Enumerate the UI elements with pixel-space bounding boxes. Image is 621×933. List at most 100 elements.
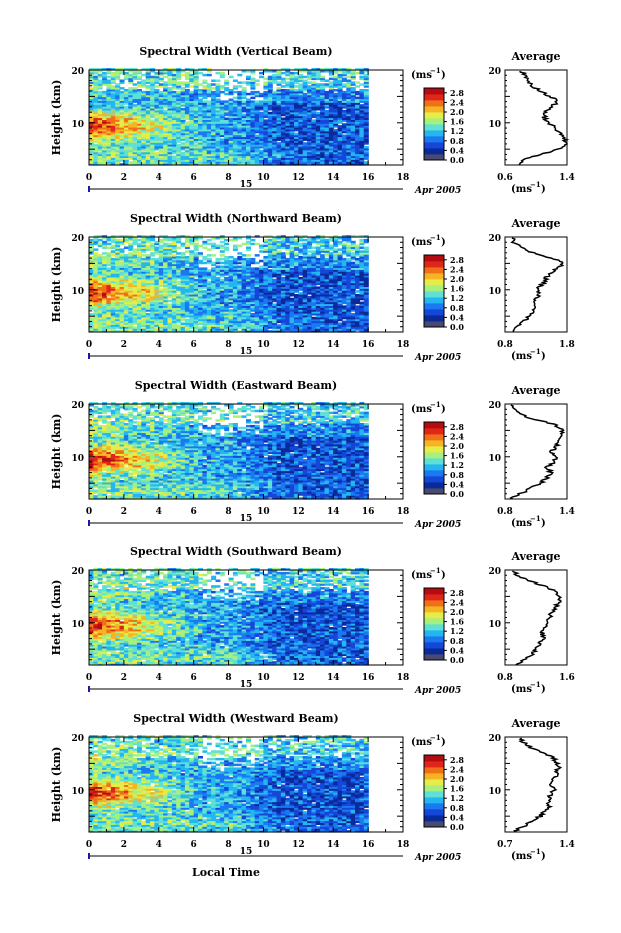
heatmap-cell [316,112,321,115]
heatmap-cell [294,85,299,88]
heatmap-cell [325,110,330,113]
heatmap-cell [159,288,164,291]
heatmap-cell [137,89,142,92]
heatmap-cell [124,254,129,257]
heatmap-cell [250,97,255,100]
heatmap-cell [211,91,216,94]
heatmap-cell [237,266,242,269]
heatmap-cell [211,262,216,265]
heatmap-cell [154,89,159,92]
heatmap-cell [355,72,360,75]
heatmap-cell [250,313,255,316]
heatmap-cell [298,74,303,77]
heatmap-cell [207,74,212,77]
average-title: Average [510,50,560,63]
colorbar-tick-label: 0.0 [450,155,464,165]
heatmap-cell [242,254,247,257]
heatmap-cell [207,269,212,272]
heatmap-cell [120,91,125,94]
heatmap-cell [124,106,129,109]
heatmap-cell [120,248,125,251]
colorbar-swatch [424,118,444,124]
heatmap-cell [198,252,203,255]
heatmap-cell [202,241,207,244]
heatmap-cell [159,245,164,248]
heatmap-cell [146,85,151,88]
heatmap-cell [163,76,168,79]
heatmap-cell [133,87,138,90]
heatmap-cell [185,89,190,92]
heatmap-cell [102,241,107,244]
heatmap-cell [263,81,268,84]
heatmap-cell [242,87,247,90]
heatmap-cell [185,245,190,248]
heatmap-cell [159,78,164,81]
heatmap-cell [303,76,308,79]
heatmap-cell [268,269,273,272]
heatmap-cell [124,72,129,75]
heatmap-cell [277,87,282,90]
heatmap-cell [329,81,334,84]
heatmap-cell [216,277,221,280]
heatmap-cell [233,91,238,94]
heatmap-cell [216,266,221,269]
heatmap-cell [338,74,343,77]
heatmap-cell [194,243,199,246]
heatmap-cell [307,85,312,88]
heatmap-cell [93,76,98,79]
heatmap-cell [202,85,207,88]
heatmap-cell [259,100,264,103]
heatmap-cell [277,142,282,145]
heatmap-cell [220,258,225,261]
heatmap-cell [98,80,103,83]
heatmap-cell [194,279,199,282]
heatmap-cell [259,260,264,263]
panel-1: Spectral Width (Northward Beam)2010Heigh… [50,212,575,363]
heatmap-cell [242,81,247,84]
heatmap-cell [285,81,290,84]
colorbar-swatch [424,124,444,130]
heatmap-cell [333,93,338,96]
heatmap-cell [255,135,260,138]
heatmap-cell [181,152,186,155]
heatmap-cell [168,243,173,246]
heatmap-cell [189,91,194,94]
heatmap-cell [325,80,330,83]
heatmap-cell [220,266,225,269]
average-unit-close: ) [541,184,546,195]
x-tick-label: 8 [225,173,231,183]
y-tick-label: 20 [71,67,84,77]
heatmap-cell [246,247,251,250]
heatmap-cell [154,247,159,250]
heatmap-cell [207,254,212,257]
heatmap-cell [150,252,155,255]
heatmap-cell [202,74,207,77]
heatmap-cell [115,239,120,242]
heatmap-cell [185,256,190,259]
colorbar-unit-exp: −1 [430,66,441,75]
heatmap-cell [224,256,229,259]
colorbar-swatch [424,100,444,106]
heatmap-cell [259,150,264,153]
heatmap-cell [124,247,129,250]
heatmap-cell [281,78,286,81]
heatmap-cell [346,80,351,83]
heatmap-cell [242,114,247,117]
heatmap-cell [224,93,229,96]
heatmap-cell [150,76,155,79]
heatmap-cell [246,241,251,244]
x-tick-label: 0 [86,173,92,183]
heatmap-cell [181,252,186,255]
heatmap-cell [211,243,216,246]
heatmap-cell [333,89,338,92]
heatmap-cell [250,267,255,270]
heatmap-cell [163,243,168,246]
colorbar-unit-close: ) [441,70,446,81]
heatmap-cell [220,262,225,265]
heatmap-cell [111,258,116,261]
heatmap-cell [168,87,173,90]
heatmap-cell [259,112,264,115]
heatmap-cell [255,80,260,83]
heatmap-cell [311,81,316,84]
average-profile-line [519,71,567,165]
